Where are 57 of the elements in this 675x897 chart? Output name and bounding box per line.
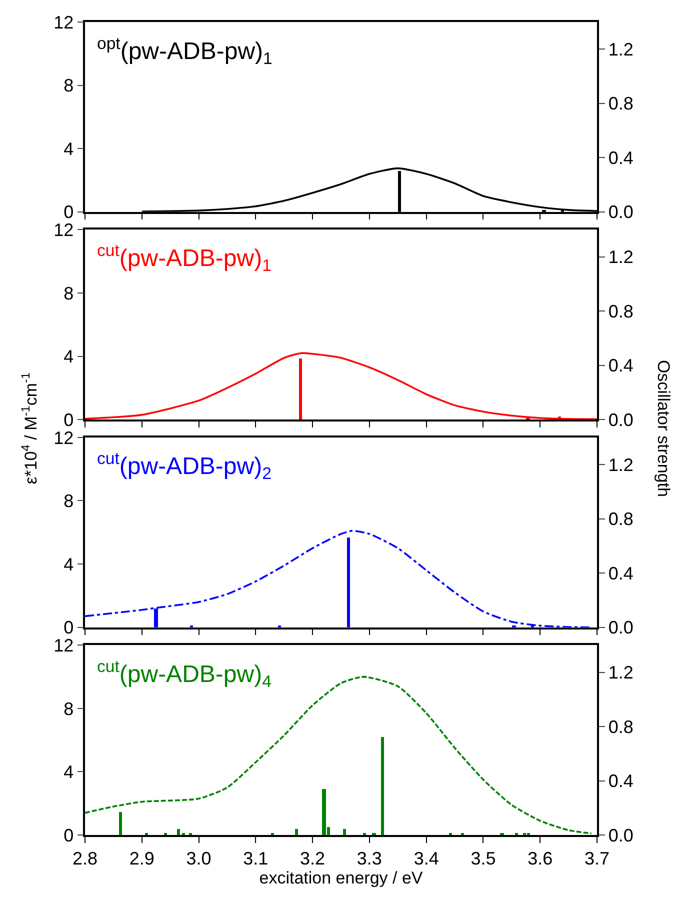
y-tick-label: 8 [64,491,74,512]
y2-tick-label: 1.2 [608,39,634,60]
line-series [85,352,597,420]
y-tick-label: 12 [54,428,74,448]
x-tick-label: 2.8 [72,848,98,868]
text: $^{cut}$(pw-ADB-pw)$_{1}$ [97,241,272,276]
y2-tick-label: 1.2 [608,454,634,475]
y-tick-label: 8 [64,698,74,719]
y2-tick-label: 0.4 [608,356,634,376]
y2-tick-label: 0.4 [608,771,634,792]
bar [177,829,180,835]
y2-tick-label: 1.2 [608,247,634,268]
bar [347,537,350,628]
y2-tick-label: 0.8 [608,301,634,322]
y-tick-label: 0 [64,825,74,846]
x-tick-label: 3.4 [414,848,439,868]
y2-tick-label: 1.2 [608,662,634,683]
x-tick-label: 3.2 [300,848,326,868]
y2-tick-label: 0.0 [608,202,634,222]
x-tick-label: 2.9 [129,848,154,868]
x-tick-label: 3.1 [243,848,268,868]
line-series [85,530,592,628]
text: $^{cut}$(pw-ADB-pw)$_{4}$ [97,657,272,692]
y2-tick-label: 0.4 [608,563,634,584]
y-tick-label: 12 [54,220,74,240]
y-tick-label: 0 [64,618,74,638]
y-tick-label: 0 [64,202,74,222]
y2-axis-title: Oscillator strength [654,360,674,497]
x-axis-title: excitation energy / eV [259,868,424,888]
bar [322,789,326,835]
y2-tick-label: 0.0 [608,618,634,638]
y2-tick-label: 0.0 [608,410,634,430]
y-tick-label: 4 [64,138,74,159]
x-tick-label: 3.7 [584,848,610,868]
y2-tick-label: 0.4 [608,148,634,168]
y-tick-label: 4 [64,554,74,574]
x-tick-label: 3.5 [470,848,496,868]
y2-tick-label: 0.8 [608,94,634,114]
bar [119,812,122,835]
y-tick-label: 12 [54,635,74,656]
x-tick-label: 3.3 [356,848,382,868]
y-tick-label: 8 [64,76,74,96]
y-tick-label: 12 [54,12,74,32]
y-tick-label: 4 [64,346,74,367]
y-tick-label: 0 [64,410,74,430]
y2-tick-label: 0.0 [608,825,634,846]
text: $^{opt}$(pw-ADB-pw)$_{1}$ [97,34,272,68]
x-tick-label: 3.0 [186,848,212,868]
text: $^{cut}$(pw-ADB-pw)$_{2}$ [97,449,272,484]
x-tick-label: 3.6 [528,848,553,868]
bar [343,829,346,835]
bar [295,829,298,835]
bar [381,737,384,835]
y-tick-label: 8 [64,283,74,304]
y2-tick-label: 0.8 [608,509,634,530]
y-tick-label: 4 [64,762,74,782]
y2-tick-label: 0.8 [608,716,634,737]
